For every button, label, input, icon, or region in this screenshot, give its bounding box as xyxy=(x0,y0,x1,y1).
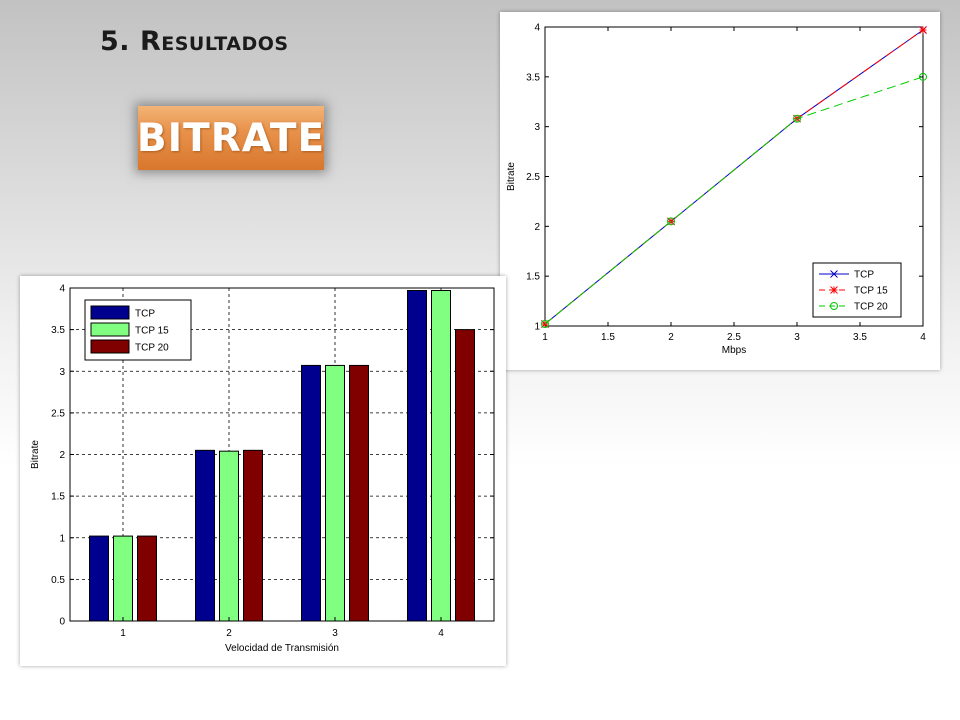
legend-label: TCP xyxy=(854,270,874,281)
badge-label: BITRATE xyxy=(136,115,326,161)
y-tick-label: 2 xyxy=(59,450,65,461)
marker-circle xyxy=(793,114,801,123)
marker-stroke xyxy=(830,270,838,278)
y-tick-label: 1 xyxy=(534,322,540,333)
marker-circle xyxy=(830,302,838,310)
bar xyxy=(301,364,321,622)
bar xyxy=(243,449,263,622)
bar xyxy=(431,289,451,622)
marker-circle xyxy=(919,72,927,81)
legend-label: TCP xyxy=(135,309,155,320)
legend-label: TCP 15 xyxy=(135,326,169,337)
y-tick-label: 0 xyxy=(59,617,65,628)
x-tick-label: 3.5 xyxy=(853,332,867,343)
y-tick-label: 3.5 xyxy=(51,325,65,336)
bar xyxy=(407,289,427,622)
data-point xyxy=(667,217,675,226)
legend: TCP TCP 15 TCP 20 xyxy=(84,299,192,361)
bar xyxy=(325,364,345,622)
y-axis-label: Bitrate xyxy=(506,162,517,191)
legend-label: TCP 20 xyxy=(135,343,169,354)
y-tick-label: 1 xyxy=(59,533,65,544)
x-tick-label: 4 xyxy=(438,628,444,639)
data-point xyxy=(919,72,927,81)
legend-marker xyxy=(830,286,838,294)
marker-circle xyxy=(541,320,549,329)
bar xyxy=(113,535,133,622)
data-point xyxy=(541,320,549,329)
x-axis-label: Mbps xyxy=(722,345,746,356)
y-tick-label: 2 xyxy=(534,222,540,233)
x-tick-label: 2 xyxy=(226,628,232,639)
y-tick-label: 1.5 xyxy=(526,272,540,283)
y-tick-label: 3 xyxy=(534,122,540,133)
bar xyxy=(349,364,369,622)
bar xyxy=(455,329,475,622)
bar-chart-card: 1 2 3 4 0 0.5 1 1.5 2 2.5 3 3.5 4 Velocidad de Transm… xyxy=(20,276,506,666)
x-tick-label: 4 xyxy=(920,332,926,343)
y-tick-label: 1.5 xyxy=(51,492,65,503)
x-tick-label: 3 xyxy=(332,628,338,639)
y-axis-label: Bitrate xyxy=(30,440,41,469)
legend-box xyxy=(812,262,902,318)
bar xyxy=(137,535,157,622)
data-point xyxy=(793,114,801,123)
x-tick-label: 2.5 xyxy=(727,332,741,343)
slide-title: 5. Resultados xyxy=(100,26,289,57)
bitrate-badge: BITRATE xyxy=(136,106,326,170)
legend-swatch xyxy=(90,322,130,337)
x-tick-label: 1.5 xyxy=(601,332,615,343)
bar xyxy=(89,535,109,622)
x-tick-label: 3 xyxy=(794,332,800,343)
y-tick-label: 4 xyxy=(534,23,540,34)
legend-marker xyxy=(830,302,838,310)
line-chart: 1 1.5 2 2.5 3 3.5 4 1 1.5 2 2.5 3 3.5 4 Mbps Bitrate TCP… xyxy=(506,23,927,356)
marker-circle xyxy=(667,217,675,226)
x-tick-label: 1 xyxy=(542,332,548,343)
y-tick-label: 2.5 xyxy=(526,172,540,183)
x-axis-label: Velocidad de Transmisión xyxy=(225,643,339,654)
y-tick-label: 0.5 xyxy=(51,575,65,586)
legend: TCP TCP 15 TCP 20 xyxy=(812,262,902,318)
y-tick-label: 4 xyxy=(59,284,65,295)
legend-label: TCP 20 xyxy=(854,302,888,313)
x-tick-label: 1 xyxy=(120,628,126,639)
bar xyxy=(195,449,215,622)
y-tick-label: 2.5 xyxy=(51,408,65,419)
legend-label: TCP 15 xyxy=(854,286,888,297)
series-line-2 xyxy=(544,76,924,325)
y-tick-label: 3.5 xyxy=(526,72,540,83)
y-tick-label: 3 xyxy=(59,367,65,378)
bar xyxy=(219,450,239,622)
data-point xyxy=(919,26,927,34)
line-chart-card: 1 1.5 2 2.5 3 3.5 4 1 1.5 2 2.5 3 3.5 4 Mbps Bitrate TCP… xyxy=(500,12,940,370)
legend-marker xyxy=(830,270,838,278)
x-tick-label: 2 xyxy=(668,332,674,343)
legend-swatch xyxy=(90,305,130,320)
legend-swatch xyxy=(90,339,130,354)
bar-chart: 1 2 3 4 0 0.5 1 1.5 2 2.5 3 3.5 4 Velocidad de Transm… xyxy=(30,284,495,654)
